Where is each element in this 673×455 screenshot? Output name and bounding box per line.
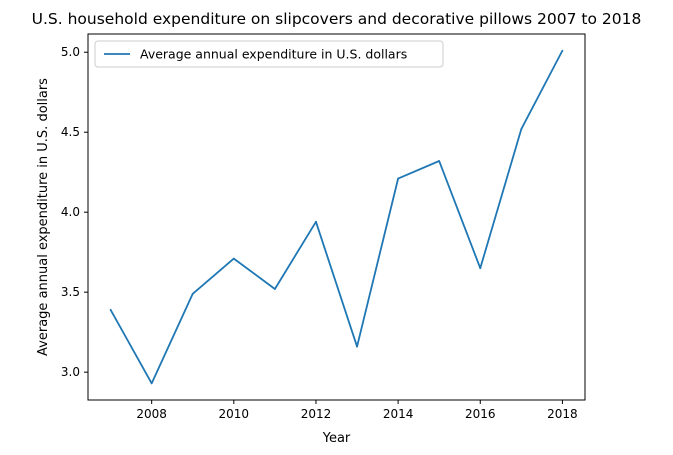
series-line xyxy=(109,50,564,385)
x-tick-label: 2018 xyxy=(547,407,578,421)
data-point xyxy=(191,292,194,295)
data-point xyxy=(315,220,317,223)
legend: Average annual expenditure in U.S. dolla… xyxy=(94,40,444,68)
data-point xyxy=(397,177,400,180)
data-point xyxy=(561,49,564,52)
data-point xyxy=(232,257,235,260)
plot-area-frame xyxy=(87,33,586,401)
y-axis-label: Average annual expenditure in U.S. dolla… xyxy=(36,78,51,356)
data-point xyxy=(356,345,358,348)
chart-title: U.S. household expenditure on slipcovers… xyxy=(32,10,642,28)
y-tick-label: 5.0 xyxy=(61,45,80,59)
x-tick-label: 2012 xyxy=(301,407,332,421)
x-tick-label: 2010 xyxy=(219,407,250,421)
data-point xyxy=(109,308,112,311)
x-axis-label: Year xyxy=(322,431,351,446)
y-axis: 3.0 3.5 4.0 4.5 5.0 xyxy=(61,45,88,379)
data-point xyxy=(273,288,276,290)
y-tick-label: 4.5 xyxy=(61,125,80,139)
x-tick-label: 2008 xyxy=(136,407,167,421)
legend-label: Average annual expenditure in U.S. dolla… xyxy=(140,47,407,62)
y-tick-label: 3.0 xyxy=(61,365,80,379)
series-layer xyxy=(109,49,564,385)
data-point xyxy=(150,382,153,385)
data-point xyxy=(479,267,482,270)
x-tick-label: 2016 xyxy=(465,407,496,421)
data-point xyxy=(520,128,523,130)
x-tick-label: 2014 xyxy=(383,407,414,421)
data-point xyxy=(438,160,441,162)
y-tick-label: 3.5 xyxy=(61,285,80,299)
legend-box xyxy=(94,40,444,68)
y-tick-label: 4.0 xyxy=(61,205,80,219)
x-axis: 2008 2010 2012 2014 2016 2018 xyxy=(136,400,578,421)
